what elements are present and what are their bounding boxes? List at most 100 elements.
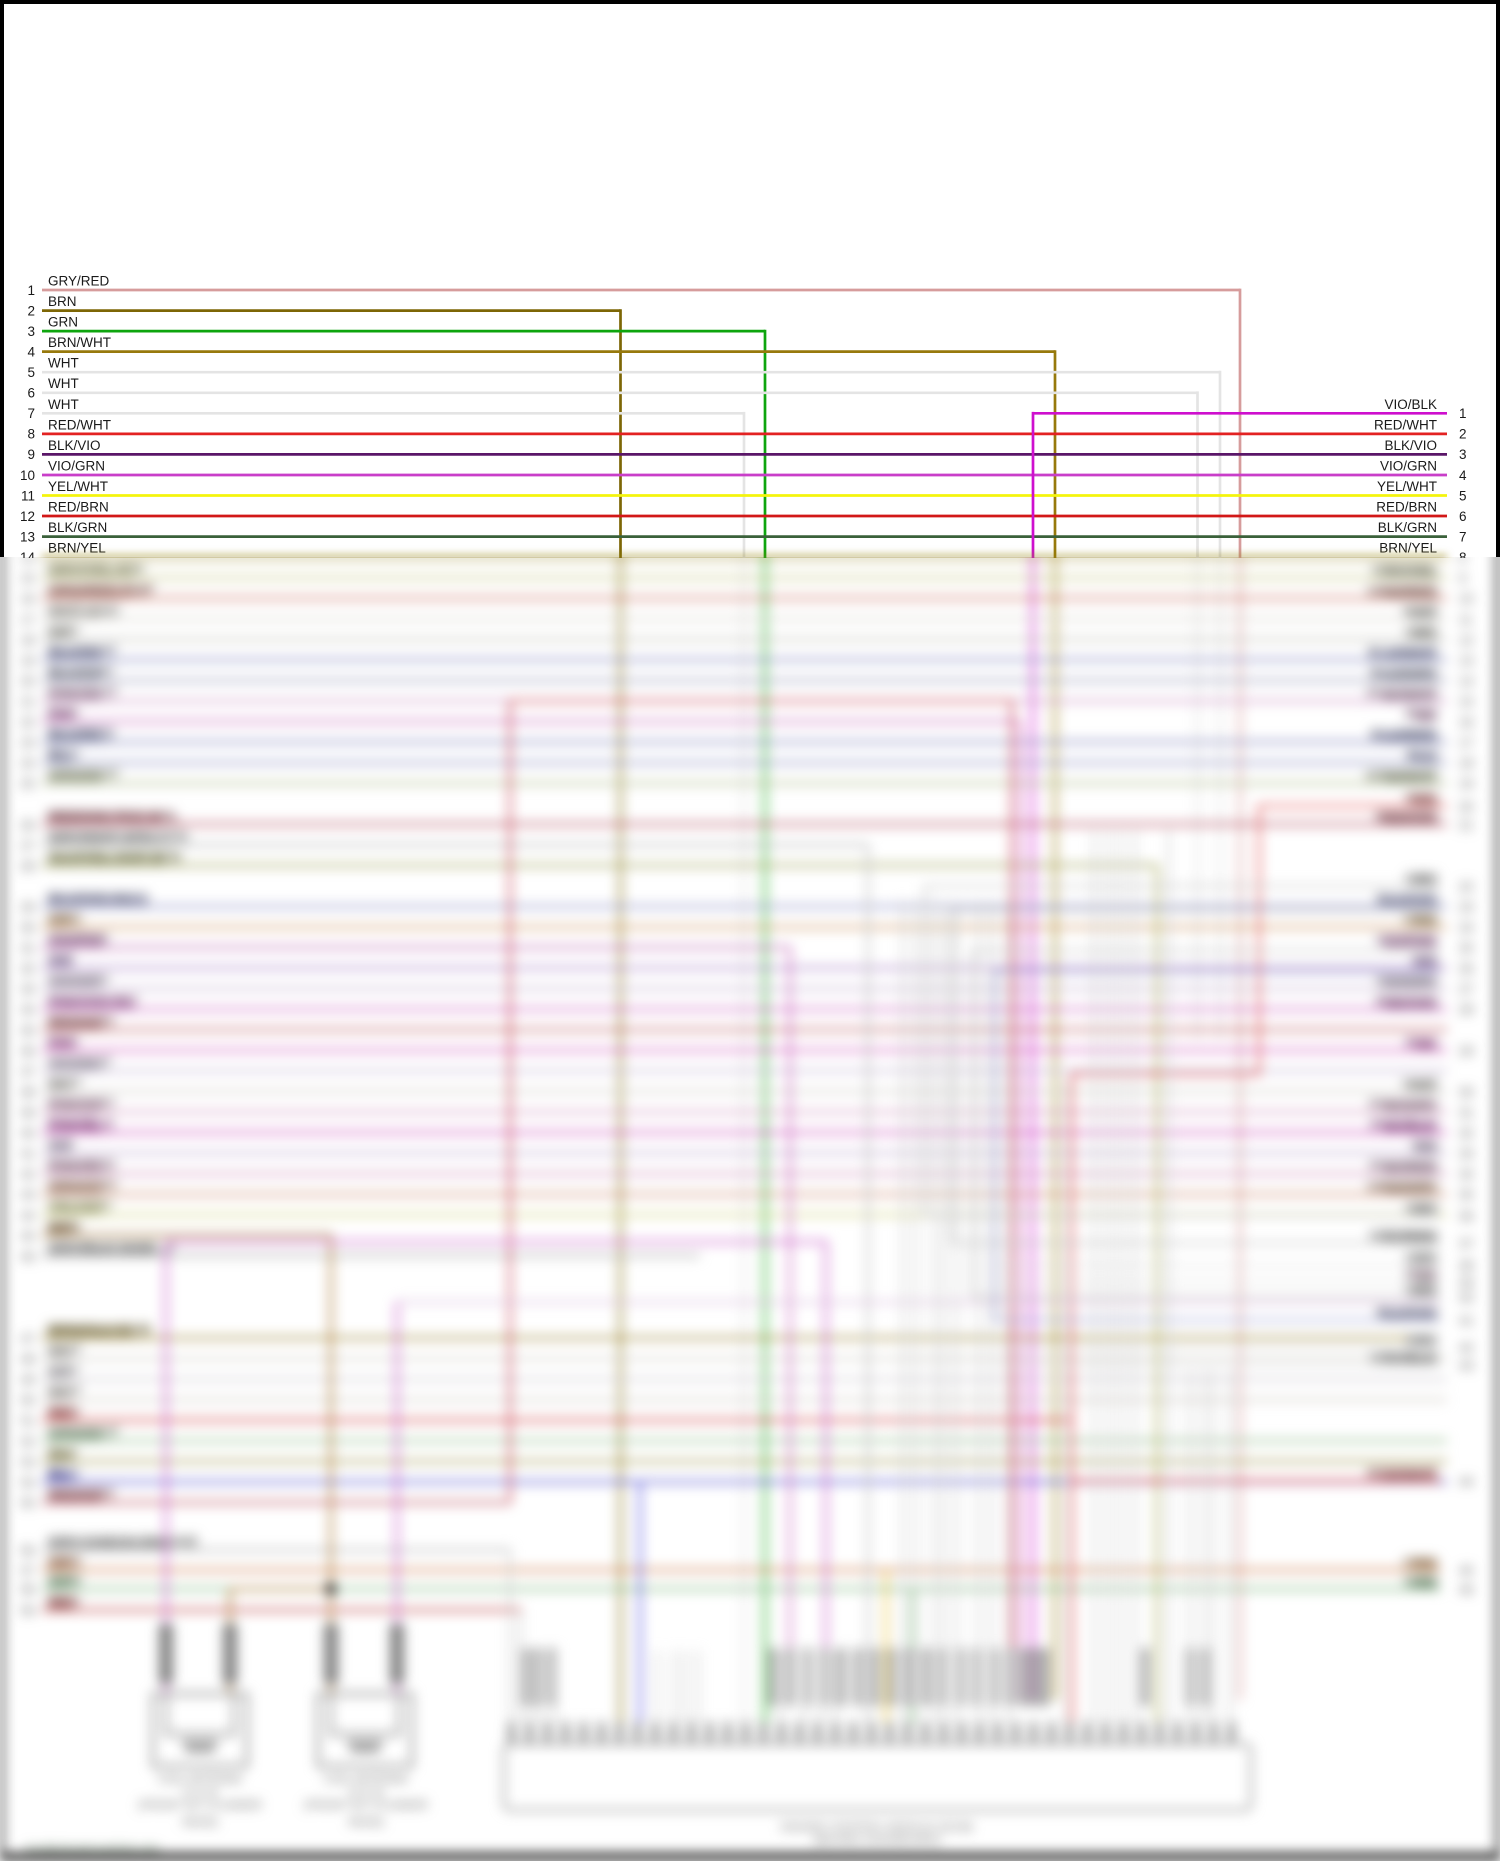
- svg-text:GRY/YEL: GRY/YEL: [1372, 562, 1437, 579]
- svg-text:WHT: WHT: [48, 1075, 82, 1092]
- svg-text:BLU/WHT: BLU/WHT: [48, 643, 117, 660]
- svg-text:49: 49: [21, 1372, 35, 1387]
- svg-text:ORG/RED PMP: ORG/RED PMP: [48, 582, 155, 599]
- svg-text:PNK/WHT: PNK/WHT: [48, 685, 118, 702]
- svg-text:17: 17: [1459, 735, 1473, 750]
- svg-text:BLU/VIO: BLU/VIO: [1376, 891, 1437, 908]
- svg-text:GRN/WHT: GRN/WHT: [1365, 768, 1437, 785]
- svg-text:19: 19: [1459, 776, 1473, 791]
- svg-text:20: 20: [1459, 799, 1473, 814]
- svg-text:46: 46: [21, 1249, 35, 1264]
- svg-text:GRY: GRY: [1405, 871, 1437, 888]
- svg-text:19: 19: [21, 653, 35, 668]
- svg-text:HEAD): HEAD): [348, 1817, 384, 1829]
- svg-text:GRY: GRY: [1405, 1332, 1437, 1349]
- svg-text:VIO/WHT: VIO/WHT: [48, 1054, 112, 1071]
- svg-text:BLU/VIO INJ 1: BLU/VIO INJ 1: [48, 890, 149, 907]
- svg-text:8: 8: [27, 427, 35, 442]
- svg-text:8: 8: [1459, 550, 1467, 558]
- svg-text:10: 10: [20, 468, 35, 483]
- svg-text:BRN/YEL: BRN/YEL: [1379, 541, 1437, 556]
- svg-text:BLK/VIO: BLK/VIO: [1384, 438, 1437, 453]
- svg-text:RED/WHT: RED/WHT: [48, 417, 111, 432]
- svg-text:RED/BRN: RED/BRN: [48, 500, 109, 515]
- svg-text:8: 8: [1459, 557, 1466, 565]
- svg-text:16: 16: [21, 591, 35, 606]
- svg-text:ENGINE CONTROL MODULE (ECM): ENGINE CONTROL MODULE (ECM): [781, 1822, 973, 1834]
- svg-text:GRY: GRY: [48, 1363, 80, 1380]
- svg-text:25: 25: [1459, 941, 1473, 956]
- svg-text:GRY/BLK: GRY/BLK: [1370, 1350, 1437, 1367]
- svg-text:WHT: WHT: [48, 1383, 82, 1400]
- svg-text:BLU/RED: BLU/RED: [1370, 727, 1437, 744]
- svg-text:GRY: GRY: [1405, 1250, 1437, 1267]
- svg-text:GRN: GRN: [48, 1573, 81, 1590]
- svg-text:57: 57: [21, 1563, 35, 1578]
- svg-text:VIO/BLK: VIO/BLK: [1384, 397, 1437, 412]
- svg-text:WHT: WHT: [1403, 1076, 1437, 1093]
- svg-text:38: 38: [1459, 1258, 1473, 1273]
- svg-text:33: 33: [21, 982, 35, 997]
- svg-text:WHT: WHT: [48, 1342, 82, 1359]
- svg-text:10: 10: [1459, 591, 1473, 606]
- svg-text:VIO/PNK: VIO/PNK: [48, 931, 110, 948]
- svg-text:31: 31: [1459, 1105, 1473, 1120]
- svg-text:troubleshootmyvehicle.com: troubleshootmyvehicle.com: [26, 1843, 159, 1855]
- svg-text:PNK: PNK: [1405, 1035, 1437, 1052]
- svg-text:7: 7: [27, 406, 35, 421]
- svg-text:35: 35: [21, 1023, 35, 1038]
- svg-text:29: 29: [1459, 1043, 1473, 1058]
- svg-text:ORG/RED: ORG/RED: [1367, 583, 1437, 600]
- svg-text:WHT: WHT: [48, 356, 79, 371]
- svg-text:22: 22: [1459, 879, 1473, 894]
- svg-text:58: 58: [21, 1582, 35, 1597]
- svg-text:PNK: PNK: [1405, 706, 1437, 723]
- svg-text:VIO: VIO: [48, 1137, 74, 1154]
- svg-text:ORG/GRY: ORG/GRY: [48, 1178, 118, 1195]
- svg-text:GRY/RED: GRY/RED: [48, 274, 110, 289]
- svg-text:43: 43: [1459, 1358, 1473, 1373]
- svg-text:14: 14: [20, 550, 36, 558]
- svg-text:9: 9: [27, 447, 35, 462]
- svg-text:34: 34: [1459, 1167, 1473, 1182]
- svg-text:18: 18: [1459, 756, 1473, 771]
- svg-text:1: 1: [1459, 406, 1467, 421]
- svg-text:BLU: BLU: [48, 1465, 79, 1482]
- svg-text:36: 36: [21, 1043, 35, 1058]
- svg-text:15: 15: [21, 571, 35, 586]
- svg-text:50: 50: [21, 1393, 35, 1408]
- svg-text:56: 56: [21, 1543, 35, 1558]
- svg-text:PNK/GRY: PNK/GRY: [48, 1096, 116, 1113]
- svg-text:WHT: WHT: [48, 397, 79, 412]
- svg-text:45: 45: [1459, 1563, 1473, 1578]
- svg-text:RED/GRY: RED/GRY: [48, 1013, 116, 1030]
- svg-text:COIL ANTENNA: COIL ANTENNA: [158, 1774, 242, 1786]
- svg-text:OLV: OLV: [48, 1445, 78, 1462]
- svg-text:PNK/BLK: PNK/BLK: [1370, 1117, 1437, 1134]
- svg-text:RED/GRY: RED/GRY: [48, 1486, 116, 1503]
- svg-text:YEL/WHT: YEL/WHT: [1377, 479, 1437, 494]
- svg-text:1: 1: [27, 283, 35, 298]
- svg-text:36: 36: [1459, 1209, 1473, 1224]
- svg-text:BLU/GRY: BLU/GRY: [48, 664, 115, 681]
- svg-text:51: 51: [21, 1413, 35, 1428]
- svg-text:43: 43: [21, 1187, 35, 1202]
- svg-text:40: 40: [21, 1126, 35, 1141]
- svg-text:24: 24: [1459, 920, 1473, 935]
- svg-text:7: 7: [1459, 529, 1467, 544]
- svg-text:42: 42: [1459, 1340, 1473, 1355]
- svg-text:26: 26: [21, 817, 35, 832]
- svg-text:30: 30: [21, 920, 35, 935]
- svg-text:BRN/YEL: BRN/YEL: [48, 541, 106, 556]
- svg-text:23: 23: [21, 735, 35, 750]
- svg-text:BRN: BRN: [48, 1219, 81, 1236]
- svg-text:44: 44: [21, 1208, 35, 1223]
- svg-text:11: 11: [21, 488, 35, 503]
- svg-text:PNK/RED: PNK/RED: [1369, 1158, 1437, 1175]
- svg-text:VIO: VIO: [48, 952, 74, 969]
- svg-text:ORG: ORG: [1403, 912, 1437, 929]
- svg-text:BRN: BRN: [48, 294, 77, 309]
- svg-text:WHT: WHT: [48, 376, 79, 391]
- svg-text:6: 6: [27, 386, 35, 401]
- svg-text:WHT: WHT: [1403, 603, 1437, 620]
